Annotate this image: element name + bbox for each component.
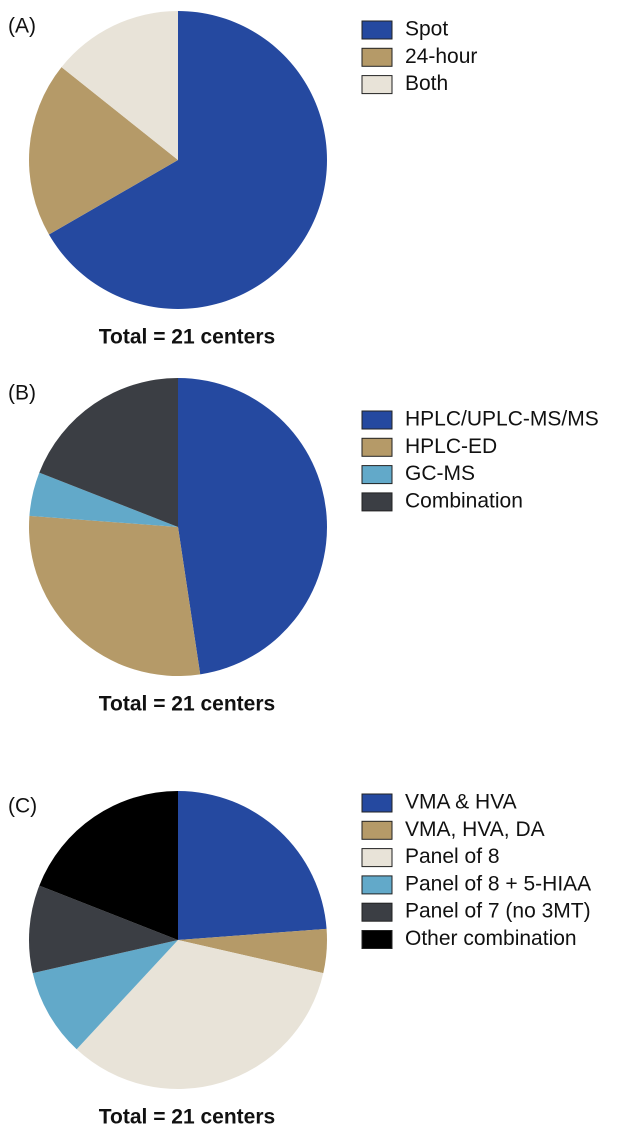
legend-swatch bbox=[361, 75, 393, 95]
pie-slice bbox=[178, 791, 327, 940]
legend-label: GC-MS bbox=[405, 462, 475, 485]
pie-slice bbox=[39, 791, 179, 940]
legend-label: VMA, HVA, DA bbox=[405, 818, 545, 841]
panel-label: (A) bbox=[8, 15, 36, 38]
pie-slice bbox=[28, 67, 178, 235]
legend-label: 24-hour bbox=[405, 45, 477, 68]
pie-slice bbox=[32, 940, 178, 1050]
pie-slice bbox=[76, 940, 324, 1090]
caption: Total = 21 centers bbox=[99, 1106, 275, 1126]
legend-label: HPLC/UPLC-MS/MS bbox=[405, 408, 599, 431]
legend-label: Combination bbox=[405, 489, 523, 512]
pie-slice bbox=[178, 378, 328, 675]
legend-label: Panel of 7 (no 3MT) bbox=[405, 900, 591, 923]
legend-swatch bbox=[361, 437, 393, 457]
legend-label: HPLC-ED bbox=[405, 435, 497, 458]
legend-swatch bbox=[361, 47, 393, 67]
legend-swatch bbox=[361, 793, 393, 813]
legend-swatch bbox=[361, 902, 393, 922]
legend-label: Panel of 8 + 5-HIAA bbox=[405, 872, 591, 895]
legend-label: Spot bbox=[405, 18, 448, 41]
legend-swatch bbox=[361, 875, 393, 895]
pie-slice bbox=[39, 378, 179, 527]
legend-swatch bbox=[361, 465, 393, 485]
legend-label: Panel of 8 bbox=[405, 845, 500, 868]
pie-slice bbox=[29, 472, 179, 527]
panel-label: (B) bbox=[8, 382, 36, 405]
legend-swatch bbox=[361, 492, 393, 512]
pie-slice bbox=[48, 11, 327, 309]
legend-label: VMA & HVA bbox=[405, 791, 517, 814]
legend-label: Other combination bbox=[405, 927, 577, 950]
caption: Total = 21 centers bbox=[99, 693, 275, 716]
pie-slice bbox=[28, 515, 201, 676]
legend-swatch bbox=[361, 20, 393, 40]
pie-slice bbox=[29, 885, 178, 974]
legend-swatch bbox=[361, 848, 393, 868]
caption: Total = 21 centers bbox=[99, 326, 275, 349]
pie-slice bbox=[61, 11, 178, 160]
pie-slice bbox=[178, 928, 327, 974]
legend-swatch bbox=[361, 410, 393, 430]
legend-label: Both bbox=[405, 72, 448, 95]
legend-swatch bbox=[361, 820, 393, 840]
legend-swatch bbox=[361, 930, 393, 949]
panel-label: (C) bbox=[8, 795, 37, 818]
